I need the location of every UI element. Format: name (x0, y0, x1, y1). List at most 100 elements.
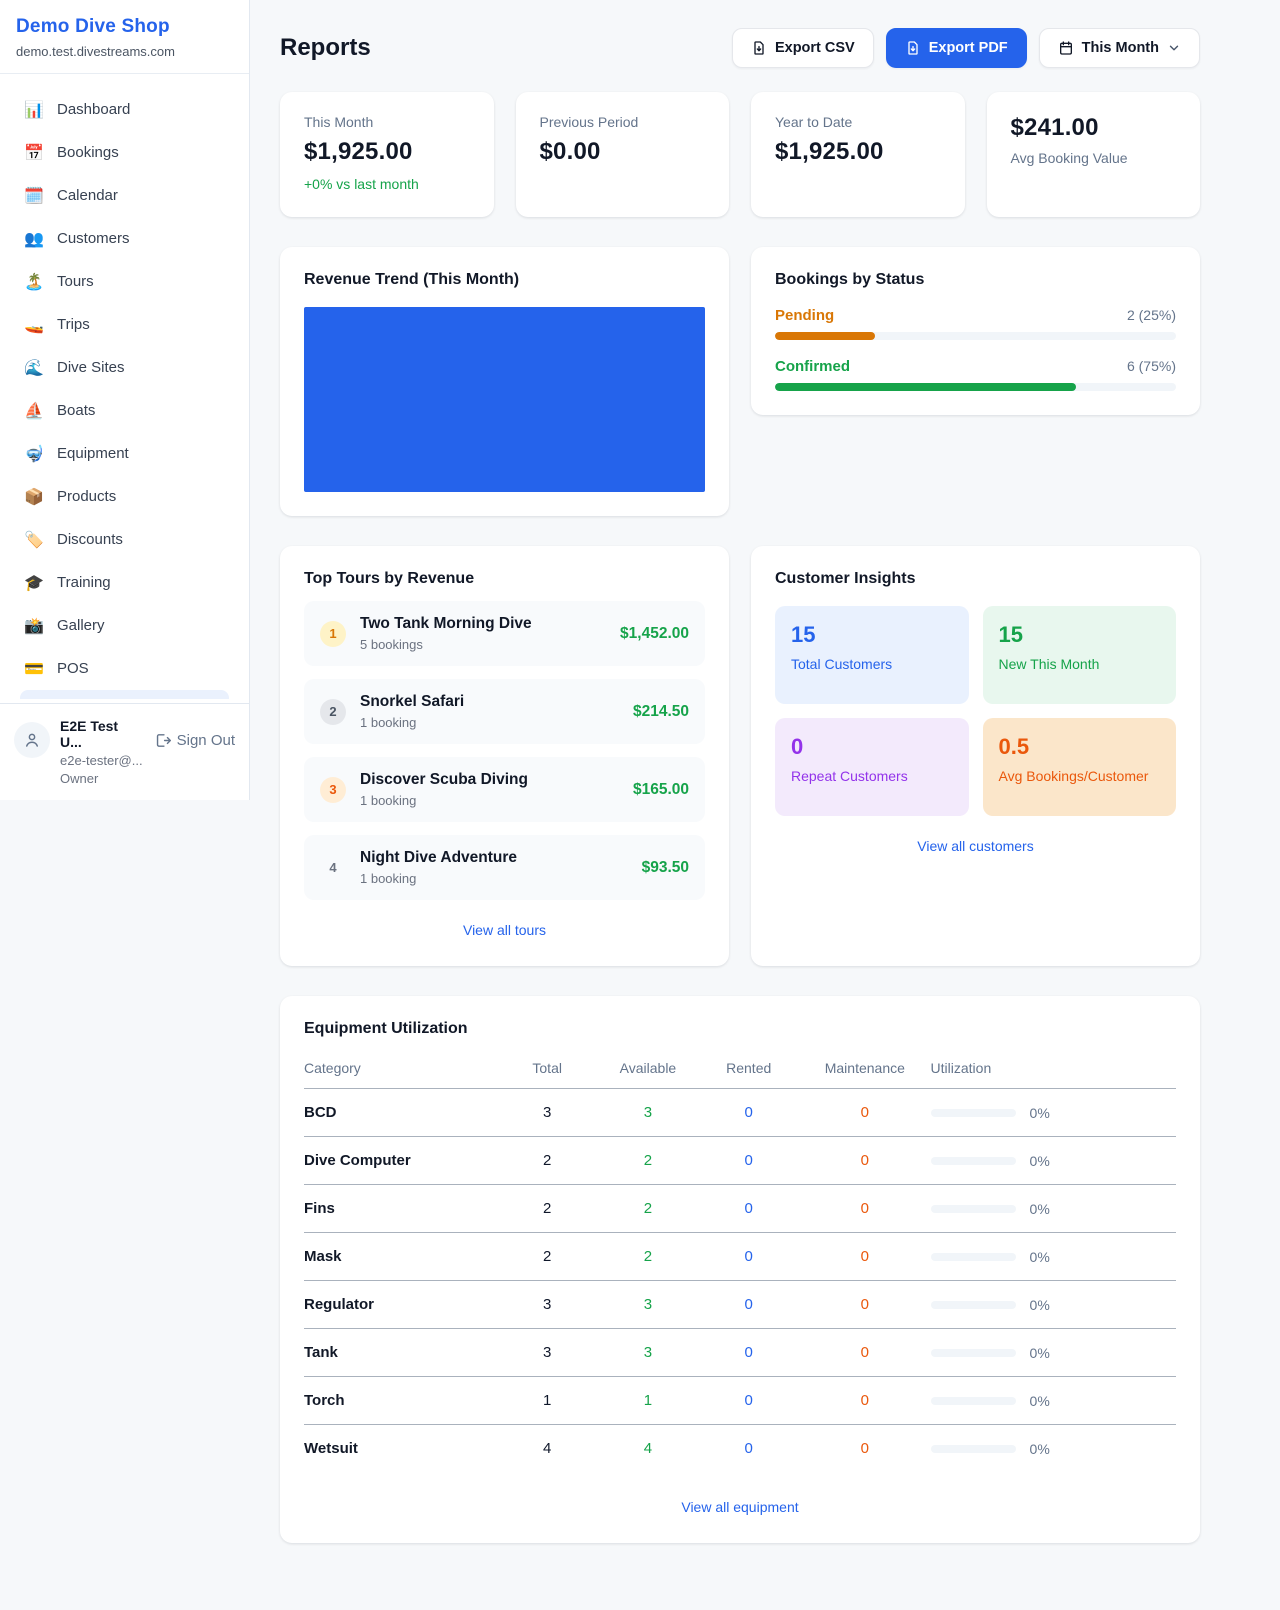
revenue-trend-card: Revenue Trend (This Month) (280, 247, 729, 516)
cell-maintenance: 0 (799, 1088, 931, 1137)
bookings-icon: 📅 (24, 144, 44, 162)
period-label: This Month (1081, 40, 1159, 56)
sidebar-item-calendar[interactable]: 🗓️ Calendar (10, 174, 239, 217)
view-all-customers-link[interactable]: View all customers (917, 838, 1034, 854)
cell-rented: 0 (698, 1184, 800, 1233)
sidebar-item-pos[interactable]: 💳 POS (10, 647, 239, 690)
utilization-bar (930, 1300, 1016, 1309)
products-icon: 📦 (24, 488, 44, 506)
avatar (14, 722, 50, 758)
cell-total: 1 (496, 1376, 598, 1425)
table-row: Mask 2 2 0 0 0% (304, 1232, 1176, 1281)
sidebar-item-training[interactable]: 🎓 Training (10, 561, 239, 604)
tile-new-this-month: 15 New This Month (982, 606, 1176, 704)
sidebar-item-products[interactable]: 📦 Products (10, 475, 239, 518)
cell-rented: 0 (744, 1440, 753, 1458)
sidebar-item-trips[interactable]: 🚤 Trips (10, 303, 239, 346)
customers-icon: 👥 (24, 230, 44, 248)
cell-maintenance: 0 (799, 1376, 931, 1425)
cell-total: 3 (496, 1088, 598, 1137)
tour-bookings: 5 bookings (360, 637, 423, 652)
utilization-percent: 0% (1029, 1344, 1050, 1361)
top-tours-card: Top Tours by Revenue 1 Two Tank Morning … (280, 546, 729, 966)
view-all-tours-link[interactable]: View all tours (462, 922, 546, 938)
bookings-status-card: Bookings by Status Pending 2 (25%) Confi… (751, 247, 1200, 415)
cell-available: 1 (597, 1376, 699, 1425)
cell-available: 3 (597, 1088, 699, 1137)
calendar-icon (1059, 41, 1072, 55)
tour-amount: $1,452.00 (620, 624, 689, 642)
rank-badge: 4 (329, 860, 337, 875)
tour-row: 3 Discover Scuba Diving 1 booking $165.00 (304, 757, 705, 822)
charts-row: Revenue Trend (This Month) Bookings by S… (280, 247, 1200, 516)
sidebar-item-equipment[interactable]: 🤿 Equipment (10, 432, 239, 475)
logout-icon (156, 734, 171, 747)
sidebar-item-gallery[interactable]: 📸 Gallery (10, 604, 239, 647)
export-csv-button[interactable]: Export CSV (731, 28, 874, 68)
tile-label: Repeat Customers (791, 768, 908, 784)
utilization-cell: 0% (930, 1248, 1176, 1265)
cell-maintenance: 0 (799, 1184, 931, 1233)
utilization-cell: 0% (930, 1344, 1176, 1361)
cell-category: Mask (304, 1232, 497, 1281)
view-all-equipment-link[interactable]: View all equipment (681, 1498, 799, 1515)
sidebar-item-label: Gallery (57, 617, 105, 634)
stat-label: Avg Booking Value (1010, 150, 1128, 166)
table-row: Fins 2 2 0 0 0% (304, 1184, 1176, 1233)
customer-insights-card: Customer Insights 15 Total Customers 15 … (751, 546, 1200, 966)
cell-available: 3 (597, 1328, 699, 1377)
dive-sites-icon: 🌊 (24, 359, 44, 377)
stat-delta: +0% vs last month (304, 176, 419, 192)
progress-fill-confirmed (775, 383, 1076, 391)
utilization-percent: 0% (1029, 1248, 1050, 1265)
period-dropdown[interactable]: This Month (1038, 28, 1200, 68)
stat-card-year-to-date: Year to Date $1,925.00 (751, 92, 965, 217)
sidebar-item-label: Bookings (57, 144, 119, 161)
cell-maintenance: 0 (799, 1136, 931, 1185)
tile-label: Total Customers (791, 656, 893, 672)
user-email: e2e-tester@... (60, 753, 143, 768)
sidebar-item-tours[interactable]: 🏝️ Tours (10, 260, 239, 303)
cell-total: 3 (496, 1280, 598, 1329)
utilization-bar (930, 1108, 1016, 1117)
page-header: Reports Export CSV Export PDF This Month (280, 26, 1200, 70)
tour-bookings: 1 booking (360, 715, 417, 730)
utilization-percent: 0% (1029, 1200, 1050, 1217)
sidebar-item-reports-partial[interactable] (20, 690, 229, 699)
sidebar-item-discounts[interactable]: 🏷️ Discounts (10, 518, 239, 561)
cell-total: 3 (496, 1328, 598, 1377)
sign-out-button[interactable]: Sign Out (154, 732, 235, 749)
revenue-trend-chart (304, 307, 705, 492)
sidebar-item-dashboard[interactable]: 📊 Dashboard (10, 88, 239, 131)
sidebar-item-boats[interactable]: ⛵ Boats (10, 389, 239, 432)
status-row-confirmed: Confirmed 6 (75%) (775, 358, 1176, 391)
user-icon (26, 733, 38, 747)
stat-card-this-month: This Month $1,925.00 +0% vs last month (280, 92, 494, 217)
tour-name: Night Dive Adventure (360, 849, 518, 866)
bookings-status-title: Bookings by Status (775, 271, 925, 288)
view-all-equipment-wrap: View all equipment (304, 1499, 1176, 1517)
sidebar-item-bookings[interactable]: 📅 Bookings (10, 131, 239, 174)
view-all-customers-wrap: View all customers (775, 838, 1176, 856)
export-pdf-label: Export PDF (928, 40, 1008, 56)
top-tours-title: Top Tours by Revenue (304, 570, 475, 587)
tile-total-customers: 15 Total Customers (775, 606, 969, 704)
equipment-table: Category Total Available Rented Maintena… (304, 1052, 1176, 1473)
export-pdf-button[interactable]: Export PDF (885, 28, 1027, 68)
discounts-icon: 🏷️ (24, 531, 44, 549)
sidebar-item-customers[interactable]: 👥 Customers (10, 217, 239, 260)
utilization-cell: 0% (930, 1105, 1176, 1121)
utilization-bar (930, 1444, 1016, 1453)
stat-label: This Month (304, 114, 374, 130)
stat-card-avg-booking-value: $241.00 Avg Booking Value (986, 92, 1200, 217)
status-count-pending: 2 (25%) (1126, 307, 1176, 323)
cell-maintenance: 0 (860, 1440, 869, 1458)
dashboard-icon: 📊 (24, 101, 44, 119)
tour-bookings: 1 booking (360, 793, 417, 808)
sidebar-item-label: Boats (57, 402, 96, 419)
tour-name: Snorkel Safari (360, 693, 465, 710)
stat-value: $241.00 (1010, 114, 1099, 141)
stat-card-previous-period: Previous Period $0.00 (515, 92, 729, 217)
sidebar-item-dive-sites[interactable]: 🌊 Dive Sites (10, 346, 239, 389)
tile-value: 15 (998, 622, 1023, 647)
